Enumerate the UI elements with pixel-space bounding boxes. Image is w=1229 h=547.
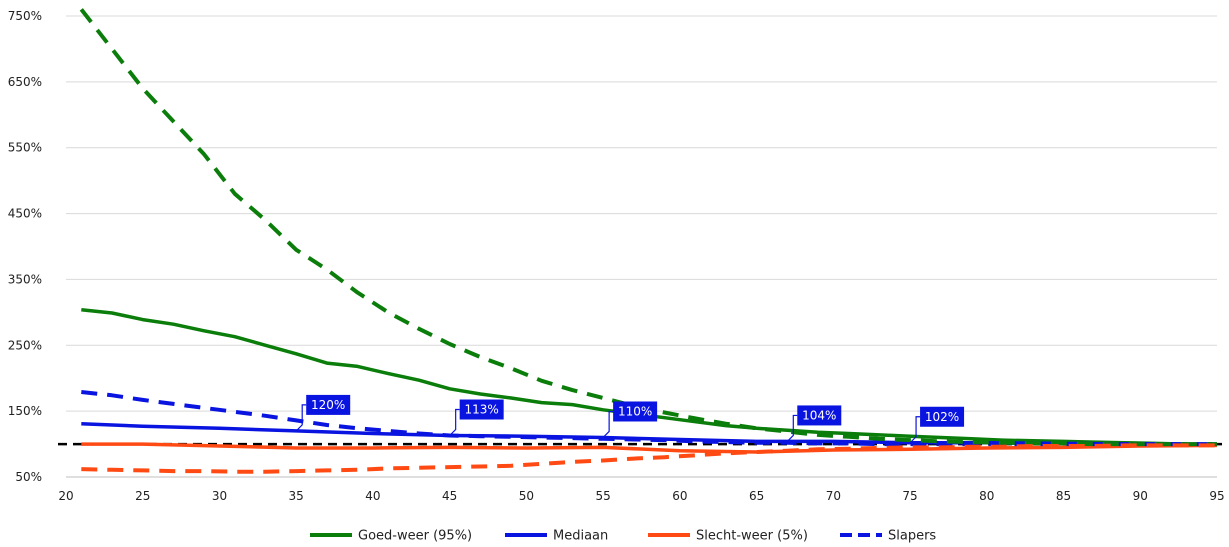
x-tick-label: 40 (365, 489, 380, 503)
annotation-box (920, 406, 965, 427)
annotation-box (613, 401, 658, 422)
x-tick-label: 30 (212, 489, 227, 503)
legend: Goed-weer (95%) Mediaan Slecht-weer (5%) Sl… (310, 529, 936, 544)
annotation-leader (295, 404, 307, 432)
x-tick-label: 35 (289, 489, 304, 503)
x-tick-label: 55 (595, 489, 610, 503)
x-tick-label: 45 (442, 489, 457, 503)
annotation-label: 120% (311, 398, 345, 412)
series-line (81, 443, 1217, 474)
x-tick-label: 50 (519, 489, 534, 503)
y-tick-label: 750% (8, 9, 42, 23)
y-tick-label: 250% (8, 338, 42, 352)
x-tick-label: 90 (1133, 489, 1148, 503)
x-tick-label: 80 (979, 489, 994, 503)
y-tick-label: 650% (8, 75, 42, 89)
x-tick-label: 65 (749, 489, 764, 503)
x-tick-label: 85 (1056, 489, 1071, 503)
annotation-box (306, 394, 351, 415)
legend-label: Mediaan (553, 529, 608, 544)
annotation-label: 104% (802, 408, 836, 422)
annotations: 120% 113% 110% 104% 102% (295, 394, 965, 444)
x-tick-label: 20 (58, 489, 73, 503)
annotation-leader (909, 416, 921, 444)
x-tick-label: 95 (1209, 489, 1224, 503)
series-line (79, 8, 1217, 447)
annotation-leader (449, 408, 460, 436)
legend-label: Goed-weer (95%) (358, 529, 472, 544)
annotation-label: 113% (465, 403, 499, 417)
annotation-leader (786, 414, 798, 442)
legend-label: Slapers (888, 529, 936, 544)
annotation-box (797, 405, 842, 426)
x-tick-label: 75 (902, 489, 917, 503)
annotation-label: 102% (925, 410, 959, 424)
y-axis: 50% 150% 250% 350% 450% 550% 650% 750% (8, 9, 42, 484)
y-tick-label: 450% (8, 207, 42, 221)
series-line (81, 307, 1217, 446)
annotation-box (459, 399, 504, 420)
y-tick-label: 50% (15, 470, 42, 484)
annotation-leader (602, 410, 614, 438)
y-tick-label: 350% (8, 272, 42, 286)
y-tick-label: 550% (8, 141, 42, 155)
y-tick-label: 150% (8, 404, 42, 418)
x-axis: 20 25 30 35 40 45 50 55 60 65 70 75 80 85 90 95 (58, 476, 1225, 503)
legend-label: Slecht-weer (5%) (696, 529, 808, 544)
annotation-label: 110% (618, 404, 652, 418)
x-tick-label: 60 (672, 489, 687, 503)
x-tick-label: 25 (135, 489, 150, 503)
x-tick-label: 70 (826, 489, 841, 503)
